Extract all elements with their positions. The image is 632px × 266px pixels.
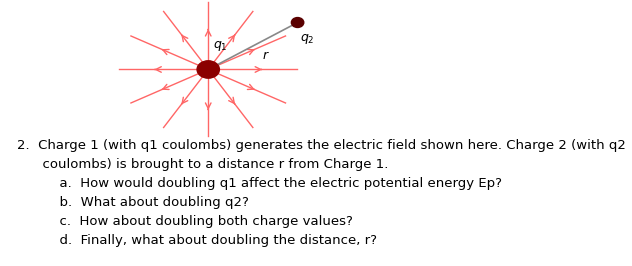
- Text: $r$: $r$: [262, 49, 270, 62]
- Ellipse shape: [197, 61, 219, 78]
- Ellipse shape: [291, 18, 304, 27]
- Text: $q_1$: $q_1$: [213, 39, 228, 53]
- Text: 2.  Charge 1 (with q1 coulombs) generates the electric field shown here. Charge : 2. Charge 1 (with q1 coulombs) generates…: [17, 139, 626, 247]
- Text: $q_2$: $q_2$: [300, 32, 315, 47]
